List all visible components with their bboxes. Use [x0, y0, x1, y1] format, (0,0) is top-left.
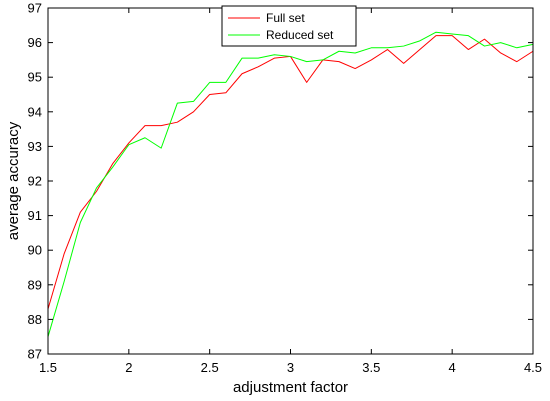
x-tick-label: 4 [449, 360, 456, 375]
y-axis-label: average accuracy [5, 121, 22, 240]
y-tick-label: 94 [28, 104, 42, 119]
x-tick-label: 4.5 [524, 360, 542, 375]
x-tick-label: 2 [125, 360, 132, 375]
y-tick-label: 96 [28, 35, 42, 50]
legend: Full set Reduced set [221, 5, 357, 47]
series-line-1 [47, 31, 534, 337]
legend-label: Full set [266, 11, 305, 25]
x-axis-label: adjustment factor [233, 379, 348, 396]
y-tick-label: 93 [28, 139, 42, 154]
y-tick-label: 95 [28, 70, 42, 85]
legend-label: Reduced set [266, 28, 334, 42]
y-tick-label: 88 [28, 312, 42, 327]
x-tick-label: 1.5 [39, 360, 57, 375]
legend-box [221, 5, 357, 47]
x-tick-label: 3 [287, 360, 294, 375]
y-tick-label: 89 [28, 277, 42, 292]
y-tick-label: 91 [28, 208, 42, 223]
x-tick-label: 2.5 [201, 360, 219, 375]
series-layer [47, 31, 534, 337]
tick-layer: 1.5 2 2.5 3 3.5 4 4.5 87 88 89 90 91 92 93 94 95 96 97 [28, 1, 543, 376]
y-tick-label: 97 [28, 1, 42, 16]
y-tick-label: 87 [28, 347, 42, 362]
y-tick-label: 92 [28, 174, 42, 189]
x-tick-label: 3.5 [362, 360, 380, 375]
y-tick-label: 90 [28, 243, 42, 258]
